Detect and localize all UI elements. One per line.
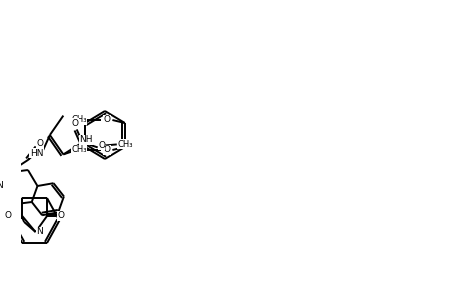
Text: O: O — [58, 212, 65, 220]
Text: CH₃: CH₃ — [71, 116, 87, 124]
Text: O: O — [71, 119, 78, 128]
Text: CH₃: CH₃ — [71, 146, 87, 154]
Text: O: O — [5, 212, 11, 220]
Text: O: O — [103, 116, 110, 124]
Text: N: N — [0, 182, 3, 190]
Text: O: O — [98, 141, 105, 150]
Text: CH₃: CH₃ — [118, 140, 133, 149]
Text: O: O — [103, 146, 110, 154]
Text: O: O — [37, 139, 44, 148]
Text: HN: HN — [30, 148, 43, 158]
Text: NH: NH — [79, 136, 93, 145]
Text: N: N — [36, 227, 43, 236]
